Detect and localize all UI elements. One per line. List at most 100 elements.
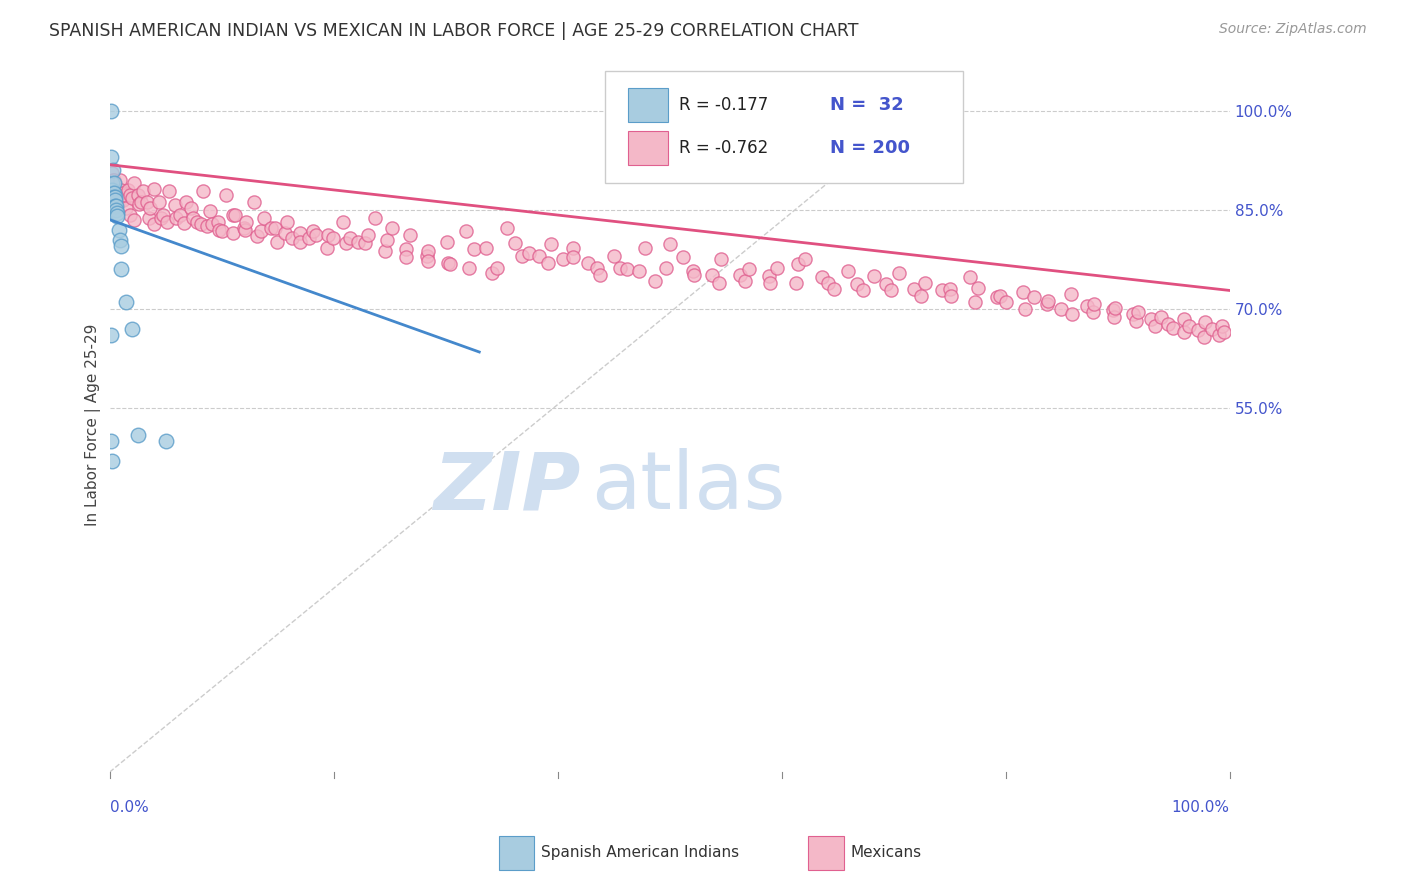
- Point: [994, 295, 1017, 310]
- Point: [1211, 318, 1233, 333]
- Point: [222, 226, 245, 240]
- Point: [208, 222, 231, 236]
- Point: [107, 210, 129, 224]
- Point: [243, 194, 266, 209]
- Point: [734, 274, 756, 288]
- Point: [105, 186, 128, 201]
- Point: [169, 208, 191, 222]
- Point: [127, 188, 149, 202]
- Point: [107, 206, 129, 220]
- Point: [101, 189, 124, 203]
- Point: [100, 183, 122, 197]
- Point: [759, 276, 782, 290]
- Point: [215, 188, 238, 202]
- Point: [395, 243, 418, 257]
- Point: [458, 260, 481, 275]
- Point: [1122, 307, 1144, 321]
- Point: [811, 270, 834, 285]
- Point: [683, 268, 706, 282]
- Point: [233, 221, 256, 235]
- Point: [672, 251, 695, 265]
- Point: [322, 230, 344, 244]
- Point: [107, 222, 129, 236]
- Point: [1187, 323, 1209, 337]
- Point: [108, 173, 131, 187]
- Point: [253, 211, 276, 225]
- Point: [628, 263, 651, 277]
- Point: [817, 276, 839, 290]
- Point: [266, 235, 288, 249]
- Text: Source: ZipAtlas.com: Source: ZipAtlas.com: [1219, 22, 1367, 37]
- Point: [129, 194, 152, 209]
- Point: [339, 230, 361, 244]
- Point: [100, 150, 122, 164]
- Point: [1011, 285, 1033, 300]
- Point: [250, 224, 273, 238]
- Point: [150, 211, 173, 225]
- Point: [138, 211, 160, 225]
- Point: [616, 262, 638, 277]
- Text: R = -0.177: R = -0.177: [679, 96, 768, 114]
- Point: [1125, 314, 1147, 328]
- Point: [463, 243, 485, 257]
- Text: 0.0%: 0.0%: [110, 800, 149, 815]
- Point: [938, 282, 960, 296]
- Point: [354, 235, 377, 250]
- Point: [118, 208, 141, 222]
- Point: [143, 217, 166, 231]
- Point: [436, 235, 458, 249]
- Point: [298, 230, 321, 244]
- Point: [965, 295, 987, 310]
- Text: ZIP: ZIP: [433, 449, 581, 526]
- Point: [124, 212, 146, 227]
- Point: [100, 103, 122, 118]
- Point: [107, 186, 129, 201]
- Point: [105, 181, 128, 195]
- Point: [439, 257, 461, 271]
- Point: [486, 260, 509, 275]
- Point: [115, 295, 138, 310]
- Text: SPANISH AMERICAN INDIAN VS MEXICAN IN LABOR FORCE | AGE 25-29 CORRELATION CHART: SPANISH AMERICAN INDIAN VS MEXICAN IN LA…: [49, 22, 859, 40]
- Point: [118, 188, 141, 202]
- Point: [1126, 305, 1149, 319]
- Point: [1140, 312, 1163, 326]
- Point: [121, 322, 143, 336]
- Point: [496, 221, 519, 235]
- Point: [104, 199, 127, 213]
- Point: [103, 173, 125, 187]
- Point: [124, 176, 146, 190]
- Point: [1173, 325, 1195, 339]
- Point: [101, 186, 124, 201]
- Point: [207, 214, 229, 228]
- Text: 100.0%: 100.0%: [1171, 800, 1230, 815]
- Point: [655, 260, 678, 275]
- Point: [246, 229, 269, 244]
- Point: [875, 277, 897, 291]
- Point: [101, 173, 124, 187]
- Point: [114, 187, 136, 202]
- Point: [837, 263, 859, 277]
- Point: [1102, 303, 1125, 318]
- Text: atlas: atlas: [592, 449, 786, 526]
- Point: [702, 268, 724, 282]
- Point: [374, 244, 396, 258]
- Point: [332, 214, 354, 228]
- Point: [454, 224, 477, 238]
- Point: [135, 194, 157, 209]
- Point: [1201, 322, 1223, 336]
- Point: [1178, 318, 1201, 333]
- Point: [101, 196, 124, 211]
- Point: [609, 260, 631, 275]
- Point: [195, 219, 218, 234]
- Point: [115, 202, 138, 216]
- Point: [108, 233, 131, 247]
- Point: [416, 254, 439, 268]
- Point: [101, 189, 124, 203]
- Point: [101, 176, 124, 190]
- Point: [416, 244, 439, 258]
- Point: [233, 222, 256, 236]
- Point: [139, 202, 162, 216]
- Point: [634, 241, 657, 255]
- Point: [264, 221, 287, 235]
- Point: [880, 284, 903, 298]
